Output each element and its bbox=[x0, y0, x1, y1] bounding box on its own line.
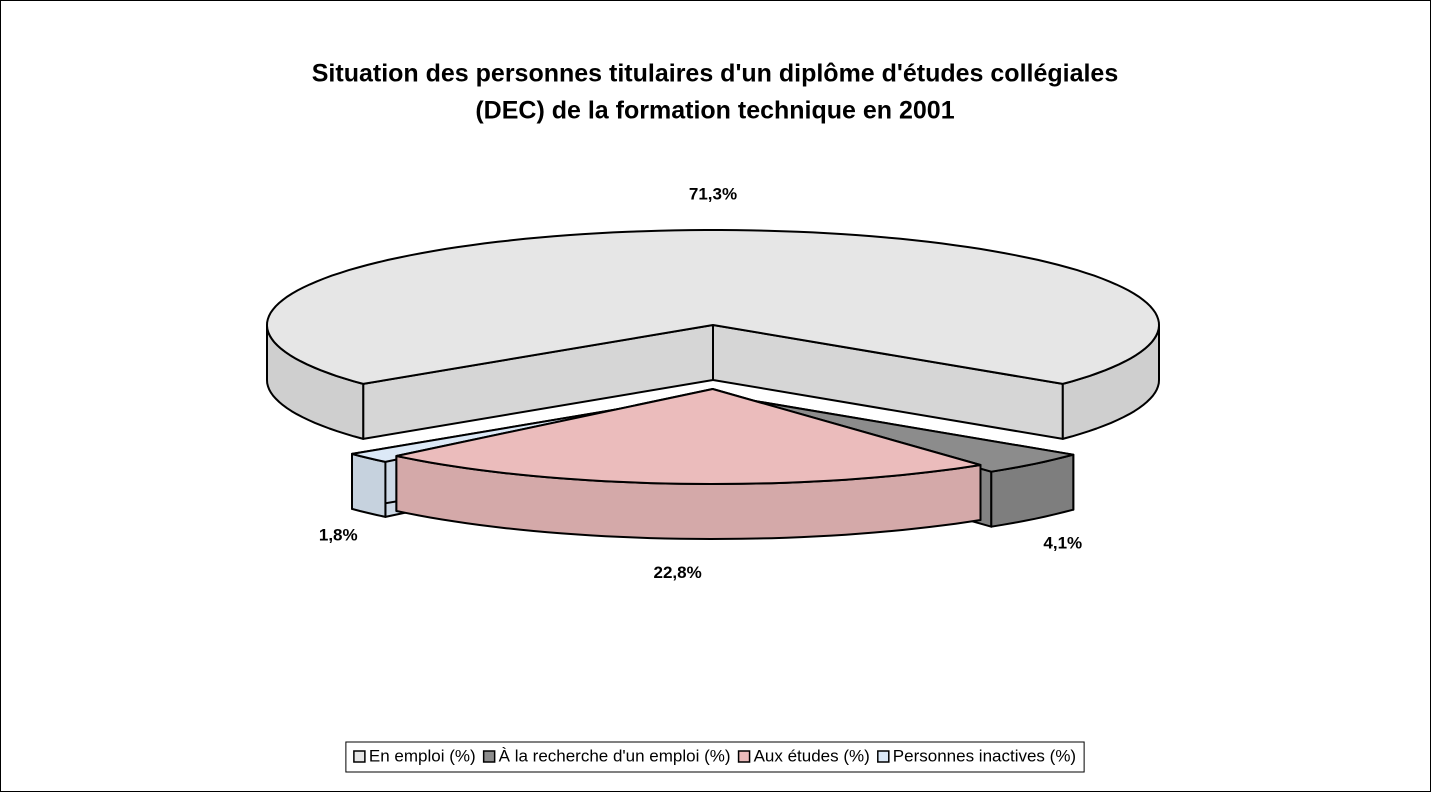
legend-label: Aux études (%) bbox=[754, 746, 870, 765]
legend-box bbox=[345, 741, 1085, 773]
legend-label: En emploi (%) bbox=[369, 746, 476, 765]
slice-top bbox=[722, 394, 1075, 473]
legend-marker bbox=[877, 750, 890, 763]
legend-label: Personnes inactives (%) bbox=[893, 746, 1076, 765]
pie-slice bbox=[266, 229, 1160, 440]
slice-top bbox=[395, 388, 982, 485]
data-label: 4,1% bbox=[1043, 533, 1082, 552]
pie-slice bbox=[395, 388, 982, 540]
data-label: 1,8% bbox=[319, 526, 358, 545]
legend-marker bbox=[353, 750, 366, 763]
chart-title: Situation des personnes titulaires d'un … bbox=[312, 60, 1119, 88]
data-label: 22,8% bbox=[654, 563, 702, 582]
legend: En emploi (%) À la recherche d'un emploi … bbox=[353, 746, 1076, 765]
legend-label: À la recherche d'un emploi (%) bbox=[499, 746, 731, 765]
chart-title: (DEC) de la formation technique en 2001 bbox=[475, 97, 954, 125]
slice-top bbox=[266, 229, 1160, 385]
data-label: 71,3% bbox=[689, 184, 737, 203]
legend-marker bbox=[482, 750, 496, 763]
slice-wall bbox=[351, 452, 387, 518]
pie bbox=[266, 229, 1160, 540]
legend-marker bbox=[737, 750, 751, 763]
